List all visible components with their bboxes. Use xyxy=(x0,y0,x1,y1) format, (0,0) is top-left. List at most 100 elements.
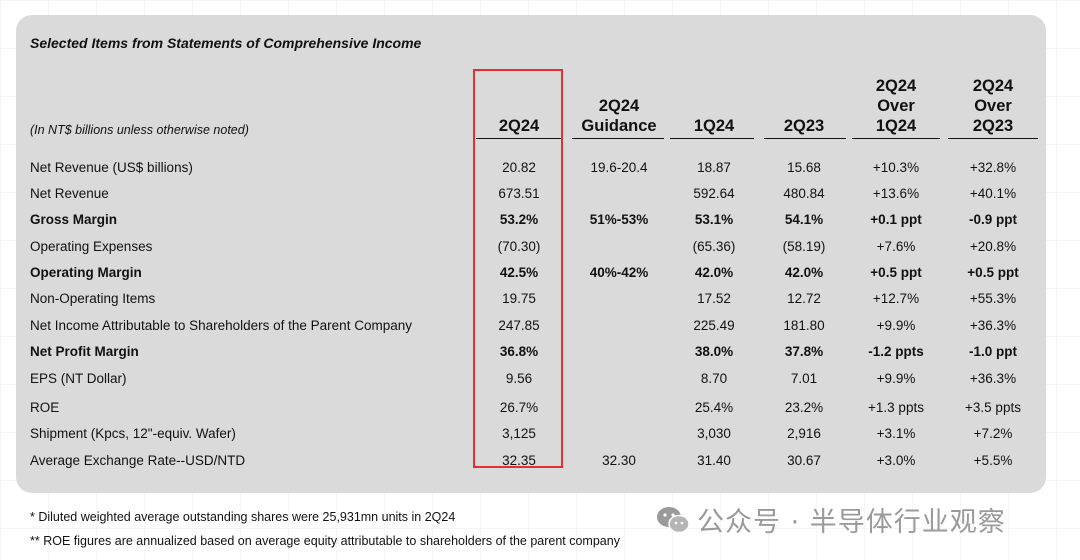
table-cell: +7.6% xyxy=(876,239,916,254)
table-cell: 225.49 xyxy=(693,318,735,333)
table-cell: 12.72 xyxy=(787,291,821,306)
units-note: (In NT$ billions unless otherwise noted) xyxy=(30,123,249,137)
table-cell: 19.6-20.4 xyxy=(590,160,648,175)
table-cell: +9.9% xyxy=(876,371,916,386)
column-header-line: 1Q24 xyxy=(693,117,735,135)
header-underline xyxy=(764,138,846,139)
table-cell: 25.4% xyxy=(694,400,734,415)
table-cell: 37.8% xyxy=(784,344,824,359)
column-header-line: Over xyxy=(877,97,915,115)
footnote-1: * Diluted weighted average outstanding s… xyxy=(30,510,456,524)
table-cell: +0.5 ppt xyxy=(870,265,922,280)
table-cell: (70.30) xyxy=(497,239,541,254)
column-header-line: Over xyxy=(974,97,1012,115)
column-header-line: Guidance xyxy=(581,117,657,135)
table-cell: 15.68 xyxy=(787,160,821,175)
table-cell: 42.5% xyxy=(499,265,539,280)
table-cell: +32.8% xyxy=(969,160,1017,175)
table-cell: 19.75 xyxy=(502,291,536,306)
row-label: EPS (NT Dollar) xyxy=(30,371,127,386)
header-underline xyxy=(572,138,664,139)
table-cell: (58.19) xyxy=(782,239,826,254)
table-cell: +7.2% xyxy=(973,426,1013,441)
table-cell: 18.87 xyxy=(697,160,731,175)
table-cell: 2,916 xyxy=(787,426,821,441)
table-cell: 53.2% xyxy=(499,212,539,227)
table-cell: 23.2% xyxy=(784,400,824,415)
table-cell: 26.7% xyxy=(499,400,539,415)
table-cell: 9.56 xyxy=(505,371,533,386)
table-cell: +3.5 ppts xyxy=(965,400,1021,415)
table-cell: +1.3 ppts xyxy=(868,400,924,415)
table-cell: -1.0 ppt xyxy=(968,344,1017,359)
watermark-text: 公众号 · 半导体行业观察 xyxy=(697,507,1006,538)
row-label: Net Revenue (US$ billions) xyxy=(30,160,193,175)
table-cell: +9.9% xyxy=(876,318,916,333)
watermark: 公众号 · 半导体行业观察 xyxy=(655,500,1006,542)
column-header-line: 2Q24 xyxy=(598,97,640,115)
header-underline xyxy=(670,138,754,139)
table-cell: +3.1% xyxy=(876,426,916,441)
table-cell: +0.1 ppt xyxy=(870,212,922,227)
table-cell: 3,125 xyxy=(502,426,536,441)
table-cell: 247.85 xyxy=(498,318,540,333)
column-header-line: 2Q24 xyxy=(498,117,540,135)
table-cell: +12.7% xyxy=(872,291,920,306)
table-cell: 42.0% xyxy=(784,265,824,280)
table-cell: +55.3% xyxy=(969,291,1017,306)
table-cell: +36.3% xyxy=(969,371,1017,386)
table-cell: 32.35 xyxy=(502,453,536,468)
column-header-6: 2Q24 Over 2Q23 xyxy=(943,76,1043,136)
footnote-2: ** ROE figures are annualized based on a… xyxy=(30,534,620,548)
table-cell: 40%-42% xyxy=(589,265,649,280)
column-header-4: 2Q23 xyxy=(754,116,854,136)
table-cell: -0.9 ppt xyxy=(968,212,1017,227)
header-underline xyxy=(948,138,1038,139)
column-header-line: 1Q24 xyxy=(875,117,917,135)
column-header-5: 2Q24 Over 1Q24 xyxy=(846,76,946,136)
table-cell: 51%-53% xyxy=(589,212,649,227)
row-label: Operating Expenses xyxy=(30,239,153,254)
table-cell: 20.82 xyxy=(502,160,536,175)
column-header-2: 2Q24 Guidance xyxy=(569,96,669,136)
table-cell: 181.80 xyxy=(783,318,825,333)
table-cell: 30.67 xyxy=(787,453,821,468)
table-cell: +10.3% xyxy=(872,160,920,175)
table-cell: 38.0% xyxy=(694,344,734,359)
table-cell: +0.5 ppt xyxy=(967,265,1019,280)
table-title: Selected Items from Statements of Compre… xyxy=(30,35,422,51)
table-cell: +20.8% xyxy=(969,239,1017,254)
table-cell: +13.6% xyxy=(872,186,920,201)
table-cell: 31.40 xyxy=(697,453,731,468)
table-cell: 7.01 xyxy=(790,371,818,386)
wechat-icon xyxy=(655,505,691,542)
table-cell: +40.1% xyxy=(969,186,1017,201)
column-header-line: 2Q23 xyxy=(783,117,825,135)
table-cell: 8.70 xyxy=(700,371,728,386)
table-cell: 32.30 xyxy=(602,453,636,468)
row-label: ROE xyxy=(30,400,60,415)
table-cell: +3.0% xyxy=(876,453,916,468)
table-cell: 36.8% xyxy=(499,344,539,359)
table-cell: 3,030 xyxy=(697,426,731,441)
row-label: Net Income Attributable to Shareholders … xyxy=(30,318,412,333)
row-label: Shipment (Kpcs, 12"-equiv. Wafer) xyxy=(30,426,236,441)
row-label: Gross Margin xyxy=(30,212,118,227)
highlight-box-2q24 xyxy=(473,69,563,468)
row-label: Operating Margin xyxy=(30,265,142,280)
column-header-line: 2Q23 xyxy=(972,117,1014,135)
table-cell: 480.84 xyxy=(783,186,825,201)
column-header-line: 2Q24 xyxy=(972,77,1014,95)
table-cell: (65.36) xyxy=(692,239,736,254)
row-label: Non-Operating Items xyxy=(30,291,156,306)
column-header-line: 2Q24 xyxy=(875,77,917,95)
table-cell: 673.51 xyxy=(498,186,540,201)
row-label: Net Revenue xyxy=(30,186,109,201)
row-label: Average Exchange Rate--USD/NTD xyxy=(30,453,246,468)
column-header-1: 2Q24 xyxy=(469,116,569,136)
table-cell: +36.3% xyxy=(969,318,1017,333)
table-cell: +5.5% xyxy=(973,453,1013,468)
header-underline xyxy=(852,138,940,139)
table-cell: 42.0% xyxy=(694,265,734,280)
table-cell: 17.52 xyxy=(697,291,731,306)
